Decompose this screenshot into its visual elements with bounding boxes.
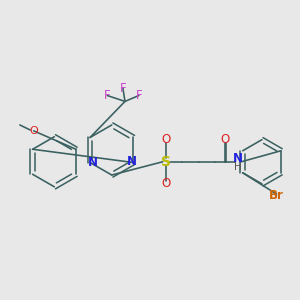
Text: O: O: [29, 126, 38, 136]
Text: Br: Br: [269, 189, 284, 202]
Text: S: S: [161, 155, 171, 169]
Text: N: N: [233, 152, 243, 165]
Text: O: O: [162, 133, 171, 146]
Text: O: O: [162, 177, 171, 190]
Text: O: O: [220, 133, 230, 146]
Text: F: F: [120, 82, 126, 95]
Text: N: N: [127, 155, 137, 168]
Text: F: F: [104, 89, 111, 102]
Text: H: H: [235, 162, 242, 172]
Text: N: N: [87, 156, 98, 169]
Text: F: F: [136, 89, 142, 102]
